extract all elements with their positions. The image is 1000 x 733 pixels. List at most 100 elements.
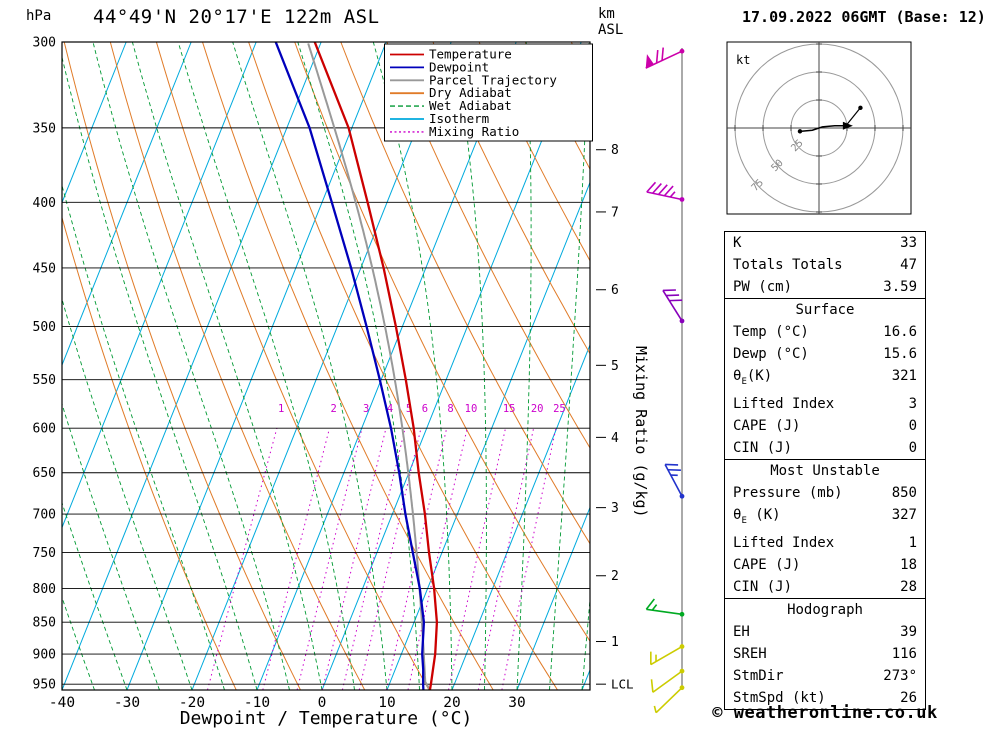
wind-barb bbox=[646, 181, 685, 202]
skewt-chart: 1 2 3 4 5 6 8 10 15 20 253003504004505005506006507… bbox=[33, 36, 685, 714]
stat-row: Pressure (mb) 850 bbox=[725, 482, 925, 504]
svg-text:10: 10 bbox=[465, 403, 478, 415]
stat-value: 3 bbox=[908, 395, 917, 412]
svg-text:1: 1 bbox=[278, 403, 284, 415]
stat-label: Lifted Index bbox=[733, 395, 835, 412]
mixing-ratio-axis-label: Mixing Ratio (g/kg) bbox=[632, 346, 650, 518]
stat-label: Pressure (mb) bbox=[733, 484, 843, 501]
stats-section: Surface Temp (°C) 16.6 Dewp (°C) 15.6 θE(K) 32… bbox=[725, 298, 925, 459]
pressure-tick-label: 600 bbox=[33, 422, 56, 437]
svg-text:2: 2 bbox=[331, 403, 337, 415]
stat-label: K bbox=[733, 235, 742, 251]
stat-row: CIN (J) 28 bbox=[725, 576, 925, 598]
stat-row: StmDir 273° bbox=[725, 665, 925, 687]
pressure-tick-label: 700 bbox=[33, 508, 56, 523]
temp-tick-label: 0 bbox=[318, 695, 327, 711]
wind-barb bbox=[653, 685, 685, 714]
wind-barb bbox=[662, 289, 685, 324]
km-tick-label: 5 bbox=[611, 359, 619, 374]
stats-section-header: Most Unstable bbox=[770, 462, 880, 479]
svg-text:4: 4 bbox=[387, 403, 393, 415]
stat-value: 26 bbox=[900, 689, 917, 706]
stat-value: 16.6 bbox=[883, 324, 917, 340]
stats-section-header: Hodograph bbox=[787, 601, 863, 618]
km-unit: km bbox=[598, 6, 615, 22]
stat-value: 273° bbox=[883, 667, 917, 684]
stats-section: Most Unstable Pressure (mb) 850 θE (K) 327 Li… bbox=[725, 458, 925, 598]
temp-tick-label: 20 bbox=[443, 695, 460, 711]
wind-barb bbox=[650, 668, 685, 693]
stat-label: CAPE (J) bbox=[733, 556, 801, 573]
stat-row: K 33 bbox=[725, 232, 925, 254]
stat-row: EH 39 bbox=[725, 621, 925, 643]
hodograph-trace-branch bbox=[845, 107, 861, 127]
stat-row: PW (cm) 3.59 bbox=[725, 276, 925, 298]
km-axis: 1 2 3 4 5 6 7 8 LCL Mixing Ratio (g/kg) bbox=[596, 143, 650, 692]
dry-adiabats bbox=[62, 42, 590, 690]
svg-text:5: 5 bbox=[406, 403, 412, 415]
stat-row: Temp (°C) 16.6 bbox=[725, 321, 925, 343]
stats-table: K 33 Totals Totals 47 PW (cm) 3.59 Surface Temp… bbox=[724, 231, 926, 710]
wind-barb bbox=[650, 644, 685, 666]
stat-value: 116 bbox=[891, 645, 917, 662]
stat-label: CIN (J) bbox=[733, 578, 793, 595]
pressure-tick-label: 800 bbox=[33, 582, 56, 597]
km-tick-label: 8 bbox=[611, 143, 619, 158]
temperature-curve bbox=[313, 42, 439, 690]
legend-label: Parcel Trajectory bbox=[429, 72, 557, 87]
stat-label: Temp (°C) bbox=[733, 324, 809, 340]
stat-row: SREH 116 bbox=[725, 643, 925, 665]
pressure-tick-label: 850 bbox=[33, 616, 56, 631]
legend-label: Dry Adiabat bbox=[429, 85, 512, 100]
wind-barb bbox=[645, 598, 685, 617]
stat-label: CAPE (J) bbox=[733, 417, 801, 434]
stat-row: θE (K) 327 bbox=[725, 504, 925, 532]
km-tick-label: 2 bbox=[611, 569, 619, 584]
stat-row: CAPE (J) 18 bbox=[725, 554, 925, 576]
stat-value: 321 bbox=[891, 368, 917, 384]
stat-row: θE(K) 321 bbox=[725, 365, 925, 393]
pressure-tick-label: 450 bbox=[33, 261, 56, 276]
stat-value: 28 bbox=[900, 578, 917, 595]
pressure-gridlines: 300 350 400 450 500 550 600 650 700 750 800 850 900 9… bbox=[33, 36, 590, 693]
pressure-tick-label: 500 bbox=[33, 320, 56, 335]
pressure-unit-label: hPa bbox=[26, 8, 52, 24]
run-datetime-title: 17.09.2022 06GMT (Base: 12) bbox=[742, 8, 986, 26]
pressure-tick-label: 900 bbox=[33, 648, 56, 663]
temp-tick-label: -40 bbox=[49, 695, 75, 711]
km-tick-label: 4 bbox=[611, 431, 619, 446]
temp-tick-label: 10 bbox=[378, 695, 395, 711]
copyright-link[interactable]: © weatheronline.co.uk bbox=[712, 703, 938, 723]
km-axis-unit-label: km ASL bbox=[598, 6, 623, 38]
svg-text:25: 25 bbox=[553, 403, 566, 415]
stat-label: EH bbox=[733, 623, 750, 640]
parcel-curve bbox=[307, 43, 431, 690]
mixing-ratio-lines bbox=[207, 428, 557, 690]
plot-border bbox=[61, 41, 591, 691]
hodograph-start-dot bbox=[797, 129, 803, 134]
stat-value: 0 bbox=[908, 417, 917, 434]
lcl-label: LCL bbox=[611, 677, 634, 692]
pressure-tick-label: 350 bbox=[33, 121, 56, 136]
svg-text:3: 3 bbox=[363, 403, 369, 415]
stat-label: SREH bbox=[733, 645, 767, 662]
stat-value: 850 bbox=[891, 484, 917, 501]
pressure-tick-label: 300 bbox=[33, 36, 56, 51]
stat-label: θE(K) bbox=[733, 368, 773, 387]
stat-value: 33 bbox=[900, 235, 917, 251]
hodograph-trace bbox=[799, 125, 846, 133]
svg-text:20: 20 bbox=[531, 403, 544, 415]
temp-tick-label: -20 bbox=[179, 695, 205, 711]
stat-label: θE (K) bbox=[733, 506, 781, 526]
svg-text:15: 15 bbox=[503, 403, 516, 415]
stat-value: 15.6 bbox=[883, 346, 917, 362]
stat-value: 39 bbox=[900, 623, 917, 640]
stat-row: Lifted Index 1 bbox=[725, 532, 925, 554]
temp-tick-label: -30 bbox=[114, 695, 140, 711]
km-tick-label: 3 bbox=[611, 501, 619, 516]
hodograph-arrow bbox=[842, 121, 853, 130]
pressure-tick-label: 750 bbox=[33, 546, 56, 561]
stat-label: Lifted Index bbox=[733, 534, 835, 551]
stats-section-header: Surface bbox=[795, 302, 855, 318]
